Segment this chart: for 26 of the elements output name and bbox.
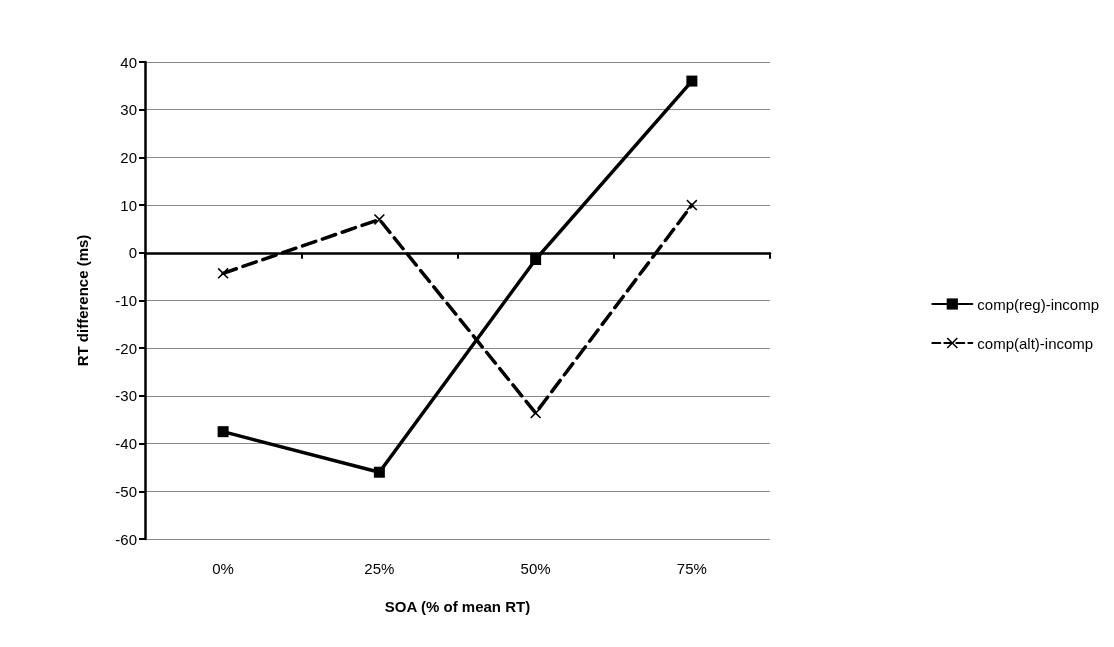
y-tick-label: -20 [115, 339, 137, 357]
y-tick-label: 40 [120, 53, 137, 71]
y-tick-label: -30 [115, 387, 137, 405]
y-tick-label: 10 [120, 196, 137, 214]
point [686, 199, 698, 211]
y-tick-label: -10 [115, 292, 137, 309]
x-tick-label: 0% [212, 560, 234, 577]
x-axis-title: SOA (% of mean RT) [384, 598, 531, 615]
point [686, 75, 698, 87]
y-tick-label: 30 [120, 101, 137, 119]
x-tick-label: 75% [676, 560, 707, 577]
y-axis-title: RT difference (ms) [74, 234, 91, 367]
point [217, 267, 229, 279]
legend-label: comp(alt)-incomp [977, 334, 1094, 352]
x-tick-label: 50% [520, 560, 551, 577]
x-tick-label: 25% [364, 560, 395, 577]
point [530, 253, 542, 265]
point [373, 213, 385, 225]
y-tick-label: 20 [120, 148, 137, 166]
y-tick-label: -50 [115, 482, 137, 500]
y-tick-label: -60 [115, 530, 137, 548]
point [217, 426, 229, 438]
legend-label: comp(reg)-incomp [977, 295, 1099, 313]
y-tick-label: -40 [115, 435, 137, 453]
point [373, 466, 385, 478]
y-tick-label: 0 [128, 244, 137, 262]
